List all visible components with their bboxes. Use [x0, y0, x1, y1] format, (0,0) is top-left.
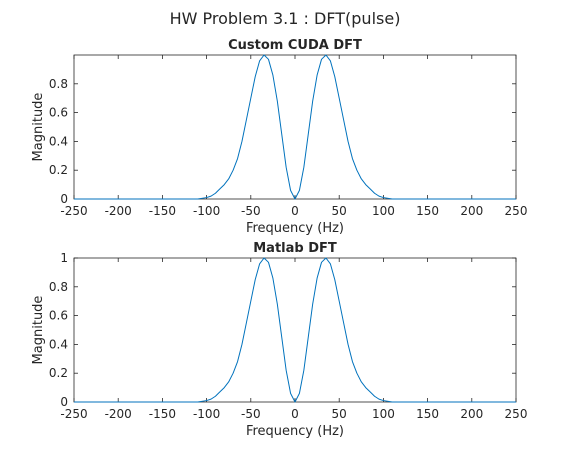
figure-title: HW Problem 3.1 : DFT(pulse)	[170, 9, 401, 28]
y-tick-label: 0	[60, 192, 68, 206]
series-line-1	[74, 257, 516, 403]
subplot-2: Matlab DFT -250 -200 -150 -100 -50 0 50 100 150 20…	[31, 241, 527, 439]
x-tick-label: 250	[505, 407, 528, 421]
axes-box	[73, 257, 517, 403]
y-axis-label: Magnitude	[31, 93, 46, 162]
y-tick-label: 0.8	[49, 77, 68, 91]
x-tick-label: -100	[193, 204, 220, 218]
subplot-title: Matlab DFT	[253, 241, 337, 256]
x-tick-label: 0	[291, 204, 299, 218]
x-axis-label: Frequency (Hz)	[246, 221, 344, 236]
x-tick-label: -100	[193, 407, 220, 421]
y-tick-label: 0.6	[49, 309, 68, 323]
x-tick-label: -200	[105, 204, 132, 218]
y-tick-label: 0.6	[49, 106, 68, 120]
axes-box	[73, 54, 517, 200]
y-axis-label: Magnitude	[31, 296, 46, 365]
x-tick-label: 50	[332, 407, 347, 421]
x-tick-label: 100	[372, 407, 395, 421]
series-line-1	[74, 54, 516, 200]
x-tick-label: 200	[460, 204, 483, 218]
x-axis-label: Frequency (Hz)	[246, 424, 344, 439]
x-tick-label: -150	[149, 407, 176, 421]
subplot-title: Custom CUDA DFT	[228, 38, 362, 53]
x-tick-label: -150	[149, 204, 176, 218]
x-tick-label: -50	[241, 407, 261, 421]
y-tick-label: 0	[60, 395, 68, 409]
y-tick-label: 0.4	[49, 337, 68, 351]
subplot-1: Custom CUDA DFT -250 -200 -150 -100 -50 0 50 100…	[31, 38, 527, 236]
x-tick-label: 100	[372, 204, 395, 218]
y-tick-label: 0.8	[49, 280, 68, 294]
x-tick-label: 200	[460, 407, 483, 421]
x-tick-label: 50	[332, 204, 347, 218]
x-tick-label: 250	[505, 204, 528, 218]
x-tick-label: 150	[416, 407, 439, 421]
x-tick-label: -50	[241, 204, 261, 218]
y-tick-label: 1	[60, 251, 68, 265]
y-tick-label: 0.2	[49, 163, 68, 177]
x-tick-label: 150	[416, 204, 439, 218]
x-tick-label: -200	[105, 407, 132, 421]
x-tick-label: -250	[60, 204, 87, 218]
y-tick-label: 0.4	[49, 134, 68, 148]
x-tick-label: 0	[291, 407, 299, 421]
y-tick-label: 0.2	[49, 366, 68, 380]
x-tick-label: -250	[60, 407, 87, 421]
